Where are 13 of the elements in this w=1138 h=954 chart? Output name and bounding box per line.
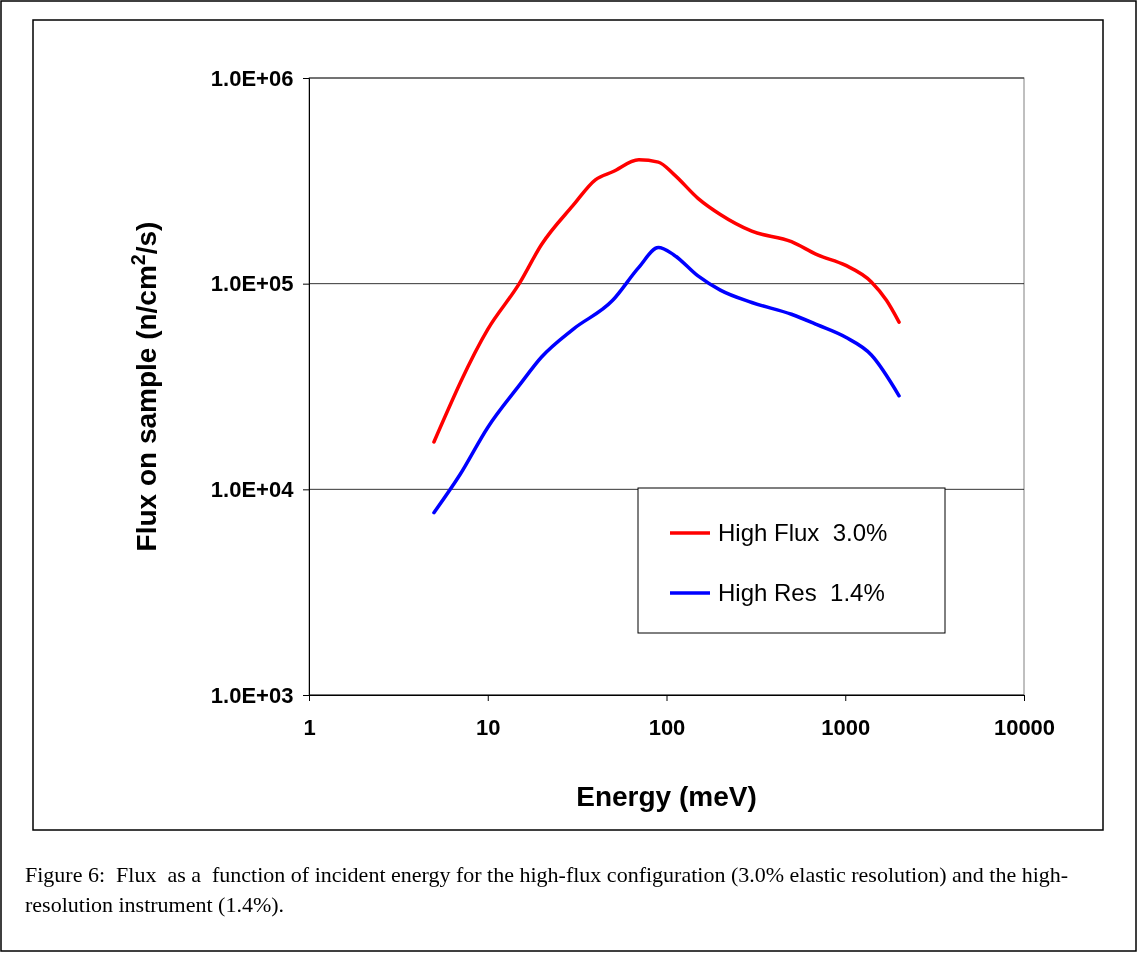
legend-label: High Res 1.4% bbox=[718, 579, 885, 606]
y-tick-label: 1.0E+05 bbox=[210, 271, 294, 297]
legend-label: High Flux 3.0% bbox=[718, 519, 888, 546]
y-tick-label: 1.0E+06 bbox=[210, 65, 294, 91]
caption: Figure 6: Flux as a function of incident energy for the high-flux configuration (3.0% elastic resolution) and the high-resolution instrument (1.4%). bbox=[25, 861, 1070, 919]
y-tick-label: 1.0E+03 bbox=[210, 682, 294, 708]
x-tick-label: 100 bbox=[648, 714, 686, 740]
x-tick-label: 1000 bbox=[821, 714, 871, 740]
x-axis-title: Energy (meV) bbox=[576, 781, 757, 812]
x-tick-label: 10 bbox=[476, 714, 501, 740]
x-tick-label: 10000 bbox=[993, 714, 1056, 740]
x-tick-label: 1 bbox=[303, 714, 316, 740]
y-tick-label: 1.0E+04 bbox=[210, 476, 295, 502]
